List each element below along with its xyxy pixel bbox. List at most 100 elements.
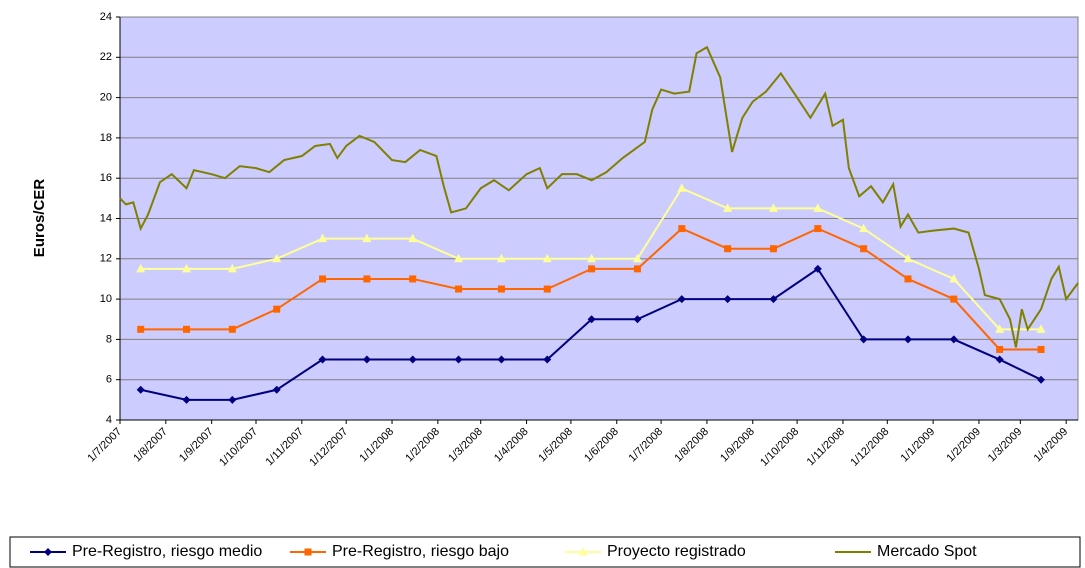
x-tick-label: 1/9/2007 [177,426,216,465]
legend-marker [304,548,312,556]
marker [454,355,463,364]
marker [273,305,281,313]
series-line [119,45,1079,348]
marker [363,275,371,283]
marker [723,295,732,304]
y-tick-label: 14 [100,212,112,224]
marker [182,395,191,404]
marker [137,325,145,333]
marker [859,335,868,344]
x-tick-label: 1/7/2008 [626,426,665,465]
y-tick-label: 16 [100,172,112,184]
marker [408,355,417,364]
marker [182,263,192,273]
y-tick-label: 8 [106,333,112,345]
y-tick-label: 12 [100,253,112,265]
marker [228,325,236,333]
legend-label: Proyecto registrado [607,543,746,560]
y-tick-label: 4 [106,414,112,426]
x-tick-label: 1/10/2007 [217,426,260,469]
marker [272,253,282,263]
marker [543,355,552,364]
marker [996,345,1004,353]
y-tick-label: 20 [100,92,112,104]
marker [904,275,912,283]
marker [542,253,552,263]
marker [496,253,506,263]
marker [859,223,869,233]
marker [769,295,778,304]
marker [319,275,327,283]
x-tick-label: 1/2/2009 [944,426,983,465]
marker [633,265,641,273]
x-tick-label: 1/9/2008 [718,426,757,465]
marker [362,355,371,364]
marker [497,355,506,364]
marker [272,385,281,394]
x-tick-label: 1/11/2008 [805,426,848,469]
marker [543,285,551,293]
y-tick-label: 6 [106,374,112,386]
x-tick-label: 1/12/2008 [848,426,891,469]
x-tick-label: 1/1/2009 [899,426,938,465]
x-tick-label: 1/3/2009 [986,426,1025,465]
marker [632,253,642,263]
marker [362,233,372,243]
marker [587,253,597,263]
marker [409,275,417,283]
marker [454,253,464,263]
marker [724,245,732,253]
marker [227,263,237,273]
x-tick-label: 1/12/2007 [307,426,350,469]
marker [318,233,328,243]
marker [136,263,146,273]
y-tick-label: 10 [100,293,112,305]
marker [769,245,777,253]
x-tick-label: 1/8/2008 [672,426,711,465]
legend-label: Pre-Registro, riesgo medio [72,543,262,560]
marker [633,315,642,324]
marker [588,265,596,273]
marker [995,324,1005,333]
marker [587,315,596,324]
marker [949,273,959,283]
marker [1037,375,1046,384]
marker [813,203,823,212]
marker [950,295,958,303]
marker [677,183,687,192]
x-tick-label: 1/4/2008 [492,426,531,465]
x-tick-label: 1/8/2007 [131,426,170,465]
x-tick-label: 1/11/2007 [264,426,307,469]
x-tick-label: 1/10/2008 [758,426,801,469]
marker [949,335,958,344]
x-tick-label: 1/5/2008 [536,426,575,465]
marker [318,355,327,364]
y-tick-label: 22 [100,51,112,63]
marker [455,285,463,293]
legend-label: Mercado Spot [877,543,977,560]
marker [768,203,778,212]
marker [677,295,686,304]
x-tick-label: 1/7/2007 [85,426,124,465]
x-tick-label: 1/2/2008 [403,426,442,465]
legend-marker [44,548,52,556]
marker [813,264,822,273]
x-tick-label: 1/4/2009 [1032,426,1071,465]
marker [1036,324,1046,333]
marker [497,285,505,293]
legend-marker [578,547,588,556]
marker [678,225,686,233]
marker [408,233,418,243]
marker [1037,345,1045,353]
y-axis-label: Euros/CER [31,179,48,258]
y-tick-label: 24 [100,11,112,23]
marker [136,385,145,394]
marker [228,395,237,404]
x-tick-label: 1/3/2008 [446,426,485,465]
marker [814,225,822,233]
marker [995,355,1004,364]
legend-box [9,536,1081,568]
x-tick-label: 1/1/2008 [357,426,396,465]
marker [903,335,912,344]
